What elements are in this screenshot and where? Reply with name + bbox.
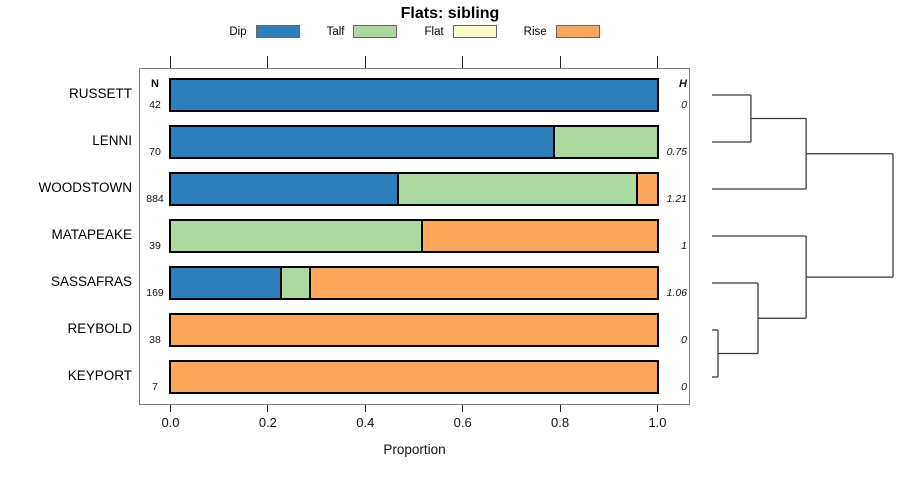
legend-item-dip: Dip xyxy=(229,25,300,38)
n-value: 38 xyxy=(149,334,161,346)
legend-swatch-talf xyxy=(353,25,398,38)
n-value: 39 xyxy=(149,240,161,252)
x-axis-tick-bottom xyxy=(657,405,658,412)
bar-segment-dip xyxy=(171,268,280,298)
bar-segment-dip xyxy=(171,174,397,204)
bar-segment-talf xyxy=(396,174,636,204)
bar-russett xyxy=(169,78,659,112)
legend-item-talf: Talf xyxy=(327,25,398,38)
x-axis-tick-top xyxy=(267,56,269,68)
x-axis-tick-top xyxy=(364,56,366,68)
n-value: 169 xyxy=(146,287,164,299)
x-axis-tick-bottom xyxy=(267,405,269,412)
legend-item-label: Dip xyxy=(229,25,247,38)
h-value: 0.75 xyxy=(666,146,687,158)
x-axis-tick-label: 0.8 xyxy=(551,415,570,430)
legend-item-flat: Flat xyxy=(424,25,497,38)
bar-segment-dip xyxy=(171,80,657,110)
category-label-lenni: LENNI xyxy=(92,133,132,148)
plot-box xyxy=(139,68,690,405)
x-axis-tick-bottom xyxy=(559,405,561,412)
x-axis-tick-top xyxy=(559,56,561,68)
bar-segment-rise xyxy=(420,221,657,251)
n-value: 42 xyxy=(149,99,161,111)
h-column-header: H xyxy=(679,78,687,90)
x-axis-tick-bottom xyxy=(364,405,366,412)
x-axis-tick-label: 1.0 xyxy=(648,415,667,430)
bar-segment-rise xyxy=(309,268,657,298)
legend-swatch-dip xyxy=(255,25,300,38)
bar-keyport xyxy=(169,360,659,394)
h-value: 0 xyxy=(681,381,687,393)
x-axis-tick-top xyxy=(657,56,658,68)
h-value: 0 xyxy=(681,99,687,111)
dendrogram xyxy=(712,94,894,378)
bar-matapeake xyxy=(169,219,659,253)
category-label-reybold: REYBOLD xyxy=(67,321,132,336)
bar-segment-rise xyxy=(635,174,657,204)
h-value: 1.21 xyxy=(666,193,687,205)
bar-woodstown xyxy=(169,172,659,206)
x-axis-tick-bottom xyxy=(170,405,171,412)
bar-segment-rise xyxy=(171,362,657,392)
n-value: 70 xyxy=(149,146,161,158)
category-label-russett: RUSSETT xyxy=(68,86,132,101)
n-value: 7 xyxy=(152,381,158,393)
x-axis-title: Proportion xyxy=(383,442,446,457)
legend-item-label: Flat xyxy=(424,25,444,38)
category-label-woodstown: WOODSTOWN xyxy=(38,180,133,195)
h-value: 0 xyxy=(681,334,687,346)
chart-title: Flats: sibling xyxy=(400,5,500,22)
category-label-keyport: KEYPORT xyxy=(67,368,132,383)
x-axis-tick-top xyxy=(170,56,171,68)
x-axis-tick-top xyxy=(462,56,464,68)
bar-sassafras xyxy=(169,266,659,300)
legend: Dip Talf Flat Rise xyxy=(139,25,690,38)
n-value: 884 xyxy=(146,193,164,205)
legend-item-rise: Rise xyxy=(524,25,600,38)
legend-item-label: Talf xyxy=(326,25,345,38)
n-column-header: N xyxy=(151,78,159,90)
x-axis-tick-label: 0.0 xyxy=(161,415,180,430)
h-value: 1.06 xyxy=(666,287,687,299)
h-value: 1 xyxy=(681,240,687,252)
x-axis-tick-bottom xyxy=(462,405,464,412)
bar-reybold xyxy=(169,313,659,347)
bar-segment-talf xyxy=(552,127,657,157)
bar-segment-talf xyxy=(279,268,310,298)
x-axis-tick-label: 0.4 xyxy=(356,415,375,430)
bar-lenni xyxy=(169,125,659,159)
bar-segment-rise xyxy=(171,315,657,345)
legend-item-label: Rise xyxy=(523,25,547,38)
category-label-matapeake: MATAPEAKE xyxy=(51,227,132,242)
bar-segment-dip xyxy=(171,127,553,157)
bar-segment-talf xyxy=(171,221,421,251)
x-axis-tick-label: 0.2 xyxy=(258,415,277,430)
legend-swatch-flat xyxy=(452,25,497,38)
legend-swatch-rise xyxy=(555,25,600,38)
x-axis-tick-label: 0.6 xyxy=(453,415,472,430)
category-label-sassafras: SASSAFRAS xyxy=(50,274,132,289)
